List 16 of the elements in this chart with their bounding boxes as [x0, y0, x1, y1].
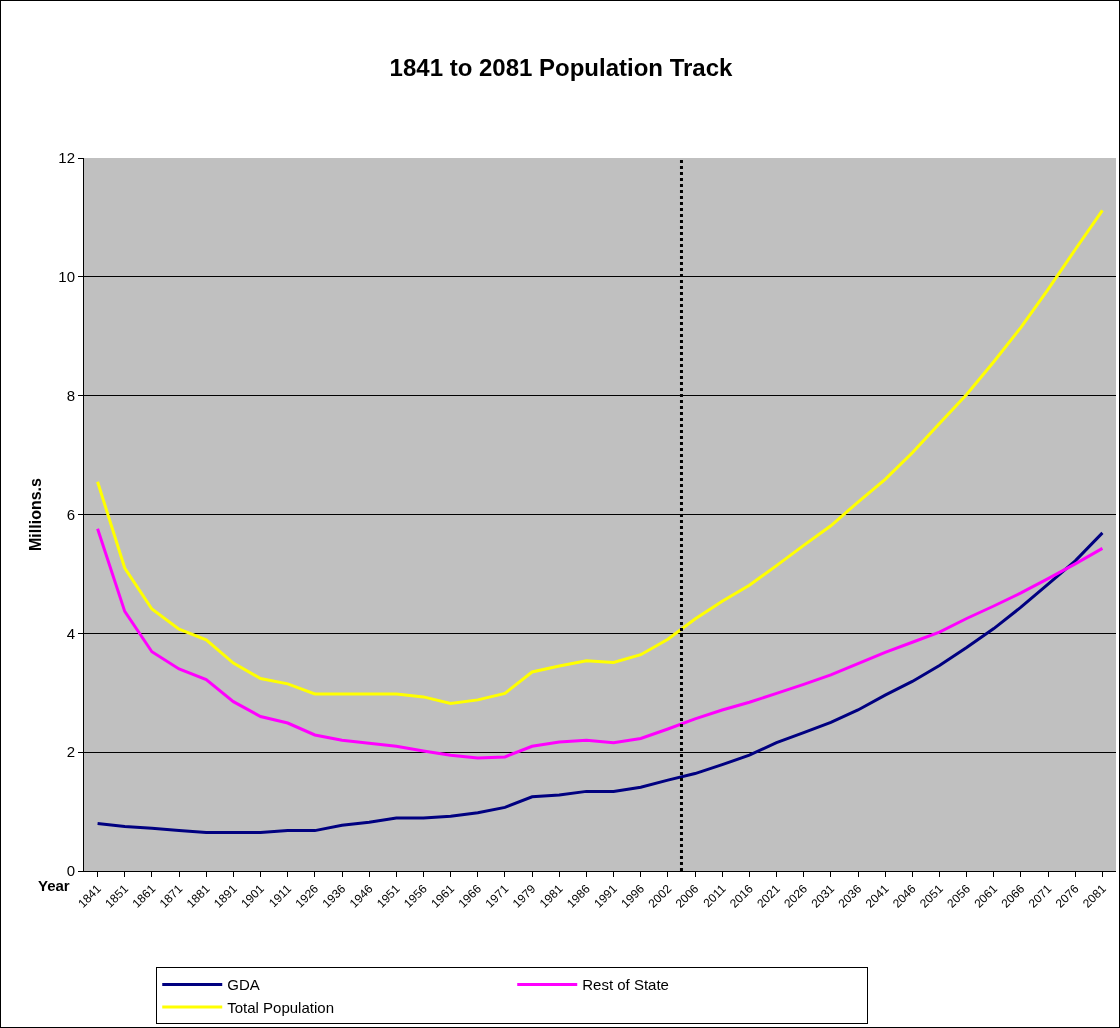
y-axis-title: Millions.s: [27, 477, 45, 551]
chart-title: 1841 to 2081 Population Track: [389, 54, 734, 82]
line-series: [96, 531, 1104, 834]
y-tick-label: 8: [66, 386, 75, 404]
y-tick-label: 10: [58, 268, 75, 286]
y-tick-label: 0: [66, 862, 75, 880]
line-series: [96, 208, 1104, 705]
y-tick-label: 4: [66, 624, 75, 642]
y-tick-label: 12: [58, 149, 75, 167]
legend-label: Rest of State: [582, 976, 669, 994]
x-axis-title: Year: [38, 877, 70, 894]
y-tick-label: 6: [66, 505, 75, 523]
y-tick-label: 2: [66, 743, 75, 761]
line-series: [96, 527, 1104, 760]
legend-label: Total Population: [227, 998, 334, 1016]
legend-label: GDA: [227, 976, 260, 994]
